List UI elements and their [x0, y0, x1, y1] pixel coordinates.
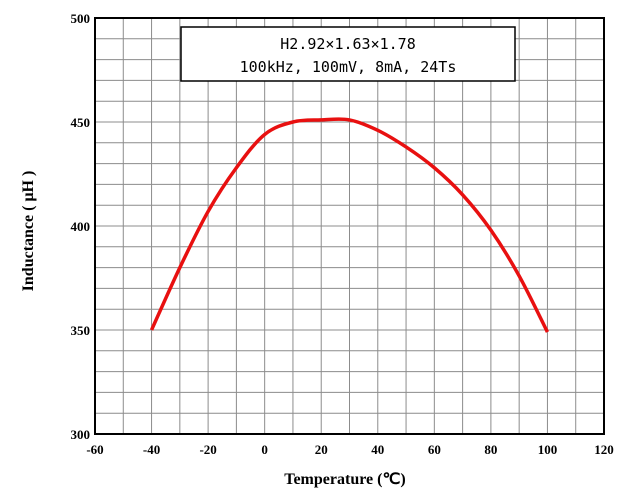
- x-tick-label: 40: [371, 442, 384, 457]
- y-tick-label: 300: [71, 427, 91, 442]
- x-tick-label: 60: [428, 442, 441, 457]
- grid: [95, 18, 604, 434]
- annotation-line-2: 100kHz, 100mV, 8mA, 24Ts: [240, 58, 457, 76]
- ticks: -60 -40 -20 0 20 40 60 80 100 120 300 350 400 450 500: [71, 11, 614, 457]
- annotation-box: H2.92×1.63×1.78 100kHz, 100mV, 8mA, 24Ts: [180, 26, 516, 82]
- y-tick-label: 500: [71, 11, 91, 26]
- x-tick-label: -20: [199, 442, 216, 457]
- x-axis-label: Temperature (℃): [284, 471, 406, 488]
- x-tick-label: 0: [261, 442, 268, 457]
- x-tick-label: 120: [594, 442, 614, 457]
- plot-frame: [94, 17, 605, 435]
- y-axis-label: Inductance ( μH ): [20, 171, 37, 292]
- y-tick-label: 400: [71, 219, 91, 234]
- x-tick-label: 80: [484, 442, 497, 457]
- series: [149, 117, 550, 333]
- x-tick-label: 20: [315, 442, 328, 457]
- x-tick-label: -60: [86, 442, 103, 457]
- y-tick-label: 350: [71, 323, 91, 338]
- y-tick-label: 450: [71, 115, 91, 130]
- series-line: [149, 117, 550, 333]
- x-tick-label: 100: [538, 442, 558, 457]
- x-tick-label: -40: [143, 442, 160, 457]
- annotation-line-1: H2.92×1.63×1.78: [280, 35, 415, 53]
